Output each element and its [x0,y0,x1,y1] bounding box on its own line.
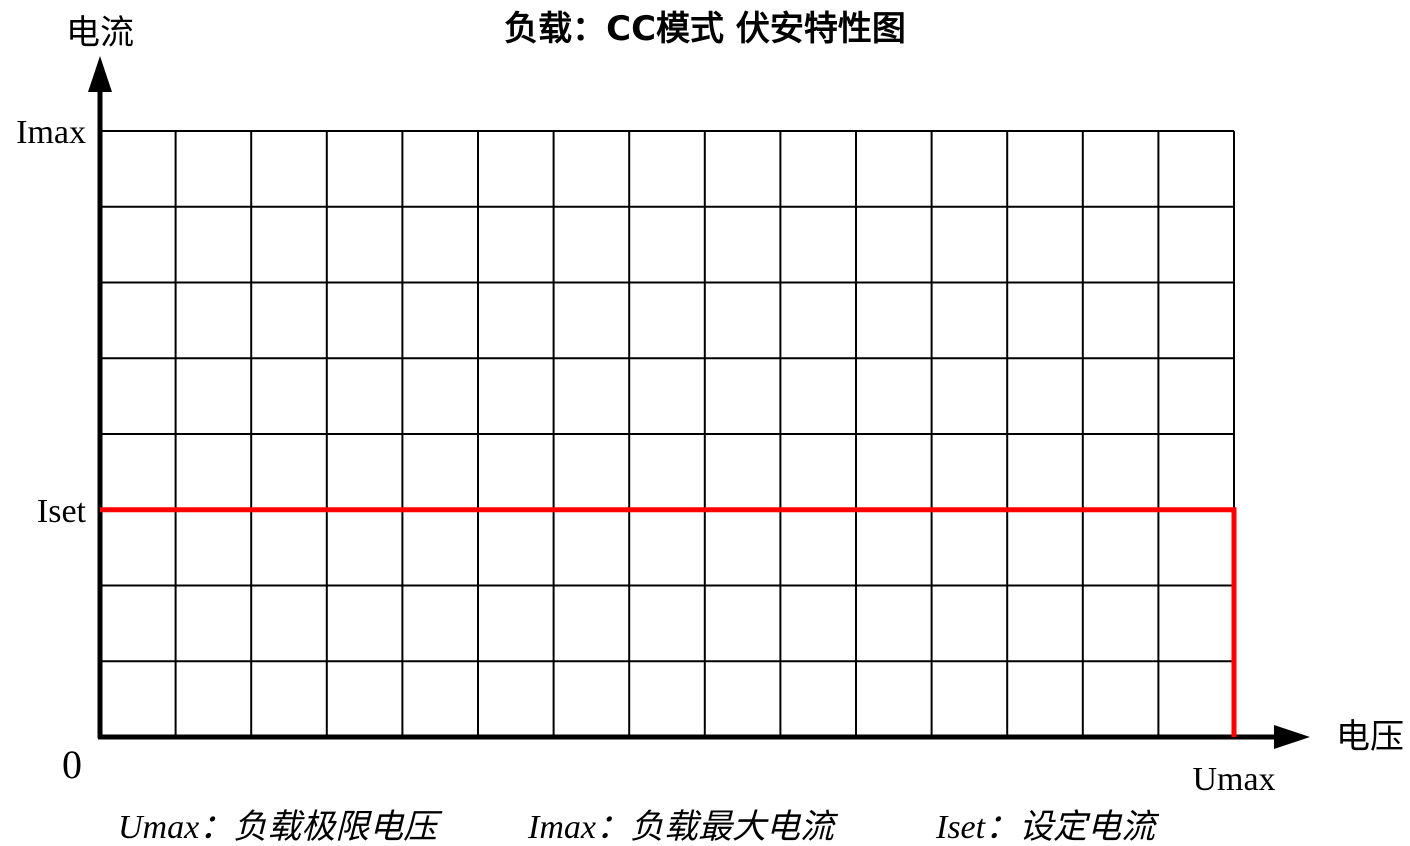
y-axis-label: 电流 [66,13,134,53]
legend-item-umax: Umax：负载极限电压 [118,809,443,846]
origin-label: 0 [62,742,82,787]
x-tick-label-umax: Umax [1192,761,1275,798]
x-axis-arrow-icon [1274,725,1310,749]
grid [100,130,1235,737]
x-axis-label: 电压 [1336,717,1404,757]
y-tick-label-imax: Imax [16,114,86,151]
tick-labels: Imax Iset Umax [16,114,1275,798]
series [100,507,1237,737]
chart-title: 负载：CC模式 伏安特性图 [504,9,906,49]
y-axis-arrow-icon [88,56,112,92]
series-line-0 [100,507,1237,737]
legend-item-iset: Iset：设定电流 [935,809,1160,846]
legend-item-imax: Imax：负载最大电流 [527,809,839,846]
legend: Umax：负载极限电压 Imax：负载最大电流 Iset：设定电流 [118,809,1160,846]
y-tick-label-iset: Iset [37,493,87,530]
